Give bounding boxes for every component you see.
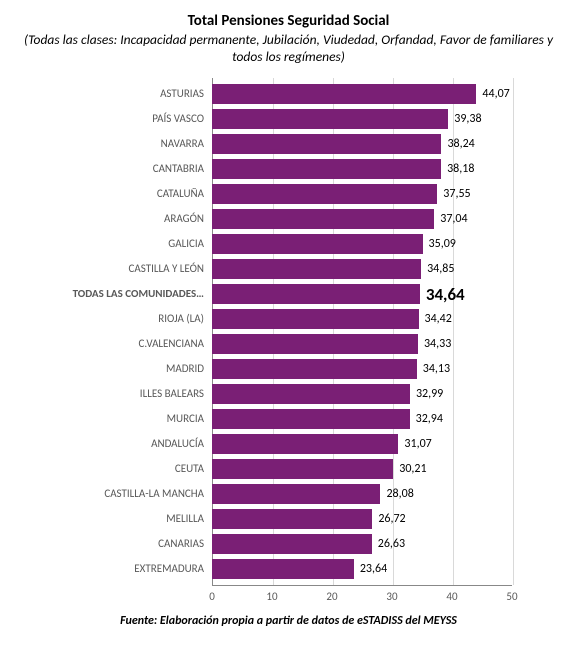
data-label: 26,63: [378, 537, 405, 551]
data-label: 37,04: [440, 212, 467, 226]
category-label: NAVARRA: [20, 137, 204, 150]
category-label: CANTABRIA: [20, 162, 204, 175]
category-label: MELILLA: [20, 512, 204, 525]
category-label: CANARIAS: [20, 537, 204, 550]
chart-title: Total Pensiones Seguridad Social: [20, 12, 557, 30]
category-label: ASTURIAS: [20, 87, 204, 100]
bar: [212, 559, 354, 579]
gridline: [513, 78, 514, 585]
category-label: C.VALENCIANA: [20, 337, 204, 350]
data-label: 37,55: [443, 187, 470, 201]
bar: [212, 209, 434, 229]
bar: [212, 409, 410, 429]
category-label: TODAS LAS COMUNIDADES…: [20, 287, 204, 300]
category-label: RIOJA (LA): [20, 312, 204, 325]
bar: [212, 234, 423, 254]
data-label: 23,64: [360, 562, 387, 576]
data-label: 34,85: [427, 262, 454, 276]
bar: [212, 459, 393, 479]
chart-plot: 0 10 20 30 40 50 ASTURIAS 44,07 PAÍS VASCO 39,38 N…: [20, 78, 560, 608]
category-label: MADRID: [20, 362, 204, 375]
data-label: 32,99: [416, 387, 443, 401]
category-label: ANDALUCÍA: [20, 437, 204, 450]
bar: [212, 184, 437, 204]
data-label: 28,08: [386, 487, 413, 501]
data-label: 34,42: [425, 312, 452, 326]
data-label: 31,07: [404, 437, 431, 451]
gridline: [453, 78, 454, 585]
x-tick-label: 40: [446, 590, 457, 603]
category-label: EXTREMADURA: [20, 562, 204, 575]
category-label: CASTILLA Y LEÓN: [20, 262, 204, 275]
data-label: 32,94: [416, 412, 443, 426]
category-label: ILLES BALEARS: [20, 387, 204, 400]
chart-source: Fuente: Elaboración propia a partir de d…: [20, 614, 557, 628]
bar: [212, 534, 372, 554]
data-label: 34,64: [426, 284, 465, 305]
category-label: MURCIA: [20, 412, 204, 425]
data-label: 26,72: [378, 512, 405, 526]
x-tick-label: 20: [326, 590, 337, 603]
data-label: 38,24: [447, 137, 474, 151]
x-tick-label: 30: [386, 590, 397, 603]
data-label: 35,09: [429, 237, 456, 251]
bar: [212, 309, 419, 329]
data-label: 34,13: [423, 362, 450, 376]
bar: [212, 284, 420, 304]
gridline: [393, 78, 394, 585]
bar: [212, 384, 410, 404]
chart-container: Total Pensiones Seguridad Social (Todas …: [0, 0, 577, 638]
bar: [212, 359, 417, 379]
bar: [212, 159, 441, 179]
bar: [212, 134, 441, 154]
bar: [212, 84, 476, 104]
data-label: 44,07: [482, 87, 509, 101]
data-label: 38,18: [447, 162, 474, 176]
data-label: 39,38: [454, 112, 481, 126]
x-tick-label: 10: [266, 590, 277, 603]
data-label: 30,21: [399, 462, 426, 476]
bar: [212, 484, 380, 504]
bar: [212, 109, 448, 129]
category-label: ARAGÓN: [20, 212, 204, 225]
chart-subtitle: (Todas las clases: Incapacidad permanent…: [20, 32, 557, 66]
x-tick-label: 50: [506, 590, 517, 603]
category-label: GALICIA: [20, 237, 204, 250]
bar: [212, 259, 421, 279]
category-label: CATALUÑA: [20, 187, 204, 200]
category-label: CASTILLA-LA MANCHA: [20, 487, 204, 500]
category-label: CEUTA: [20, 462, 204, 475]
bar: [212, 434, 398, 454]
bar: [212, 334, 418, 354]
bar: [212, 509, 372, 529]
data-label: 34,33: [424, 337, 451, 351]
x-tick-label: 0: [209, 590, 215, 603]
category-label: PAÍS VASCO: [20, 112, 204, 125]
